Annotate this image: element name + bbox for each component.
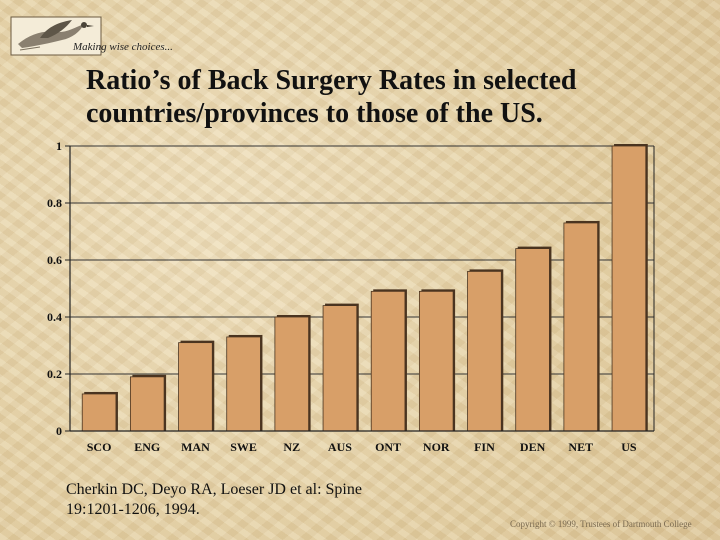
citation: Cherkin DC, Deyo RA, Loeser JD et al: Sp…	[66, 480, 362, 520]
bar	[611, 145, 647, 432]
bar	[226, 336, 261, 432]
x-tick-label: FIN	[474, 440, 495, 454]
bar	[563, 222, 599, 432]
y-tick-label: 1	[56, 139, 62, 153]
bar	[418, 290, 454, 432]
y-tick-label: 0.2	[47, 367, 62, 381]
x-tick-label: ENG	[134, 440, 160, 454]
bar-us	[611, 144, 648, 432]
y-tick-label: 0.6	[47, 253, 62, 267]
bar-net	[563, 220, 600, 432]
bar	[467, 270, 502, 432]
bar	[129, 376, 165, 432]
x-tick-label: NZ	[283, 440, 300, 454]
bar-ont	[370, 289, 407, 432]
y-tick-label: 0	[56, 424, 62, 438]
bar	[274, 316, 310, 432]
bar-man	[178, 340, 215, 432]
citation-line-2: 19:1201-1206, 1994.	[66, 501, 200, 518]
y-tick-label: 0.8	[47, 196, 62, 210]
y-tick-label: 0.4	[47, 310, 62, 324]
bar	[515, 248, 550, 432]
bar	[370, 290, 406, 432]
x-tick-label: ONT	[375, 440, 401, 454]
bar-nz	[274, 315, 311, 432]
copyright: Copyright © 1999, Trustees of Dartmouth …	[510, 519, 692, 529]
bar	[178, 342, 213, 432]
x-tick-label: NET	[568, 440, 593, 454]
citation-line-1: Cherkin DC, Deyo RA, Loeser JD et al: Sp…	[66, 481, 362, 498]
bar	[322, 305, 358, 432]
x-tick-label: SCO	[87, 440, 112, 454]
x-tick-label: MAN	[181, 440, 210, 454]
bar-den	[515, 246, 552, 432]
x-tick-label: SWE	[230, 440, 257, 454]
bar-aus	[322, 303, 359, 432]
page-title: Ratio’s of Back Surgery Rates in selecte…	[86, 65, 577, 129]
x-tick-label: DEN	[520, 440, 546, 454]
bar-nor	[418, 289, 456, 432]
x-tick-label: US	[621, 440, 637, 454]
x-tick-label: NOR	[423, 440, 450, 454]
bar-fin	[467, 269, 504, 432]
bar	[81, 393, 117, 432]
bar-sco	[81, 391, 118, 432]
duck-logo-icon	[10, 16, 102, 56]
x-tick-label: AUS	[328, 440, 352, 454]
bar-swe	[226, 334, 263, 432]
tagline: Making wise choices...	[73, 41, 173, 53]
bar-eng	[129, 374, 167, 432]
